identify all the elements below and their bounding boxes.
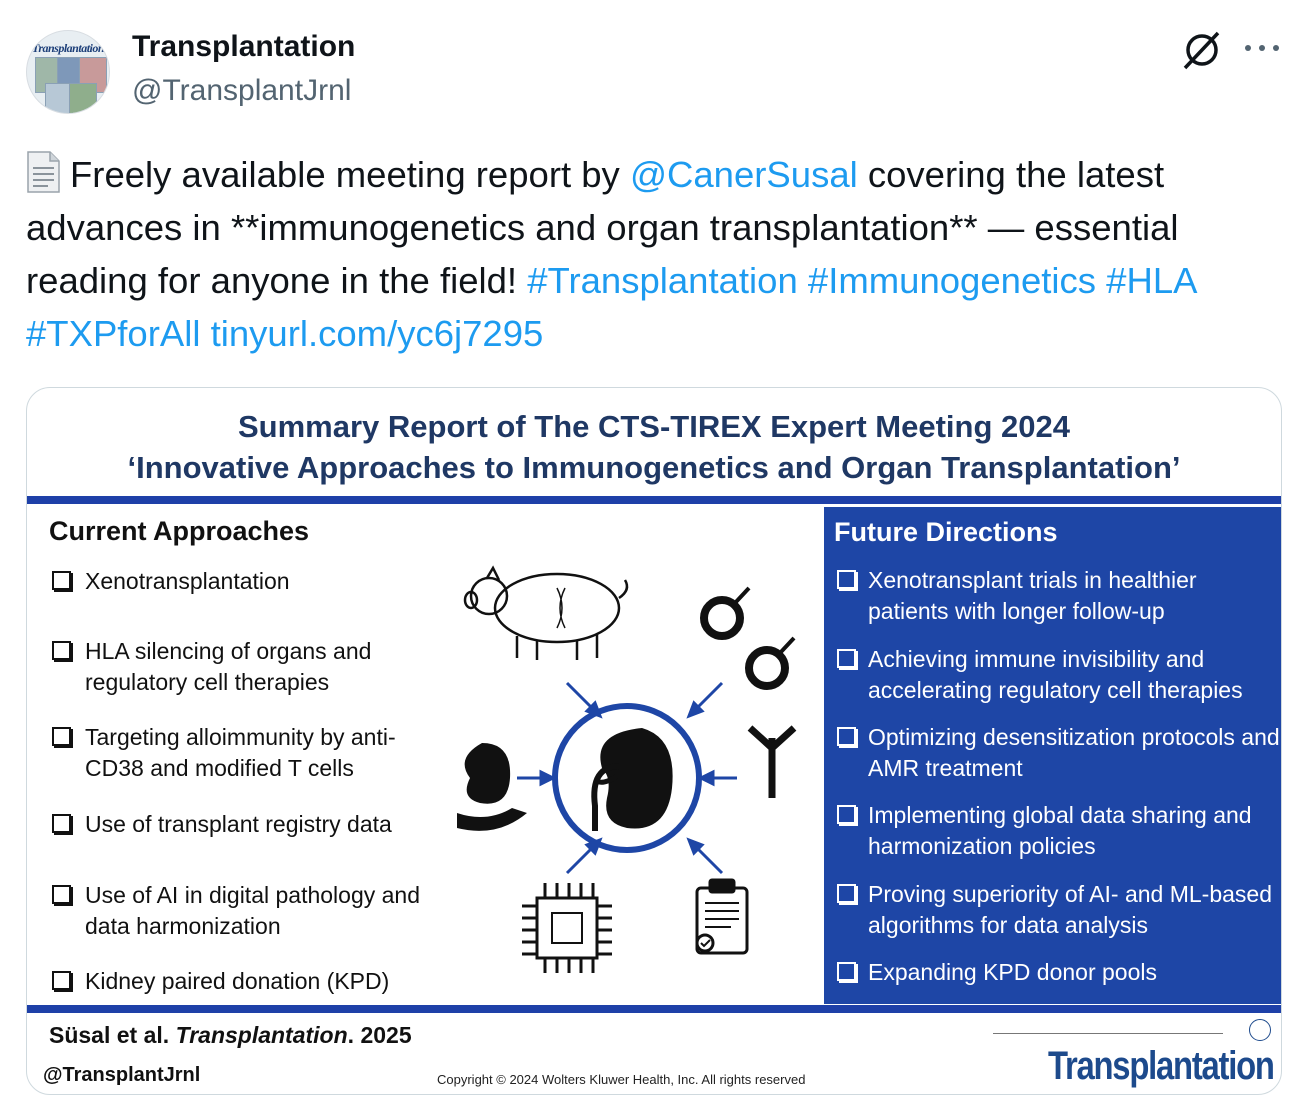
- list-item: Expanding KPD donor pools: [834, 957, 1281, 988]
- antibody-icon: [747, 725, 797, 798]
- hashtag-link[interactable]: #TXPforAll: [26, 313, 201, 354]
- list-item: Optimizing desensitization protocols and…: [834, 722, 1281, 784]
- tweet-text: Freely available meeting report by @Cane…: [26, 148, 1286, 360]
- list-item: Kidney paired donation (KPD): [49, 966, 449, 997]
- clipboard-icon: [695, 878, 749, 955]
- logo-rule: [993, 1033, 1223, 1034]
- hashtag-link[interactable]: #Immunogenetics: [807, 260, 1097, 301]
- title-line: Summary Report of The CTS-TIREX Expert M…: [237, 409, 1070, 444]
- hashtag-link[interactable]: #Transplantation: [527, 260, 798, 301]
- citation: Süsal et al. Transplantation. 2025: [49, 1022, 412, 1048]
- divider-bar: [27, 1005, 1281, 1013]
- pig-icon: [463, 565, 629, 660]
- list-item: HLA silencing of organs and regulatory c…: [49, 636, 449, 698]
- list-item: Use of transplant registry data: [49, 809, 449, 840]
- list-item: Xenotransplantation: [49, 566, 449, 597]
- infographic-title: Summary Report of The CTS-TIREX Expert M…: [27, 406, 1281, 488]
- checkbox-icon: [837, 884, 856, 903]
- checkbox-icon: [52, 727, 71, 746]
- central-illustration: [457, 565, 797, 973]
- checkbox-icon: [837, 649, 856, 668]
- kidney-hand-icon: [457, 743, 527, 831]
- checkbox-icon: [52, 814, 71, 833]
- mention-link[interactable]: @CanerSusal: [629, 154, 858, 195]
- checkbox-icon: [837, 727, 856, 746]
- avatar-cover: [69, 83, 97, 113]
- society-seal-icon: [1249, 1019, 1271, 1041]
- checkbox-icon: [837, 570, 856, 589]
- infographic-image[interactable]: Summary Report of The CTS-TIREX Expert M…: [26, 387, 1282, 1095]
- kidney-icon: [591, 728, 673, 831]
- tweet-text-part: covering the latest advances in **immuno…: [26, 154, 1179, 301]
- future-directions-heading: Future Directions: [834, 517, 1058, 547]
- author-name[interactable]: Transplantation: [132, 30, 356, 63]
- hashtag-link[interactable]: #HLA: [1106, 260, 1196, 301]
- checkbox-icon: [52, 571, 71, 590]
- checkbox-icon: [837, 805, 856, 824]
- checkbox-icon: [837, 962, 856, 981]
- current-approaches-heading: Current Approaches: [49, 516, 310, 546]
- list-item: Use of AI in digital pathology and data …: [49, 880, 449, 942]
- copyright-notice: Copyright © 2024 Wolters Kluwer Health, …: [437, 1072, 806, 1087]
- future-directions-panel: Future Directions Xenotransplant trials …: [824, 507, 1281, 1004]
- list-item: Xenotransplant trials in healthier patie…: [834, 565, 1281, 627]
- divider-bar: [27, 496, 1281, 504]
- infographic-handle: @TransplantJrnl: [43, 1064, 201, 1086]
- checkbox-icon: [52, 641, 71, 660]
- list-item: Implementing global data sharing and har…: [834, 800, 1281, 862]
- tweet-text-part: Freely available meeting report by: [70, 154, 630, 195]
- author-avatar[interactable]: Transplantation: [26, 30, 110, 114]
- list-item: Targeting alloimmunity by anti-CD38 and …: [49, 722, 449, 784]
- more-options-icon[interactable]: [1240, 28, 1284, 72]
- author-handle[interactable]: @TransplantJrnl: [132, 74, 352, 107]
- document-emoji-icon: [27, 151, 60, 193]
- checkbox-icon: [52, 971, 71, 990]
- journal-logo: Transplantation: [1047, 1044, 1275, 1088]
- title-line: ‘Innovative Approaches to Immunogenetics…: [127, 450, 1181, 485]
- url-link[interactable]: tinyurl.com/yc6j7295: [210, 313, 544, 354]
- grok-icon[interactable]: [1180, 28, 1224, 72]
- checkbox-icon: [52, 885, 71, 904]
- chip-icon: [522, 883, 612, 973]
- gender-symbols-icon: [700, 586, 796, 690]
- avatar-brand: Transplantation: [31, 41, 105, 55]
- list-item: Achieving immune invisibility and accele…: [834, 644, 1281, 706]
- list-item: Proving superiority of AI- and ML-based …: [834, 879, 1281, 941]
